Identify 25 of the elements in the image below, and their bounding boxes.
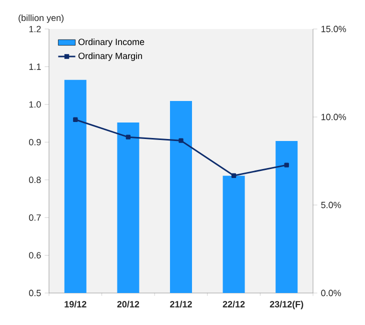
x-tick-label: 23/12(F) xyxy=(270,300,304,310)
y-tick-label: 0.5 xyxy=(29,290,41,296)
point xyxy=(73,117,78,122)
y2-tick-label: 0.0% xyxy=(321,290,341,296)
y2-tick-label: 15.0% xyxy=(321,26,346,32)
point xyxy=(284,162,289,168)
y-tick-label: 1.1 xyxy=(29,64,41,70)
y-tick-label: 1.2 xyxy=(29,26,41,32)
x-tick-label: 21/12 xyxy=(170,300,192,308)
x-tick-label: 19/12 xyxy=(64,300,86,308)
y-tick-label: 1.0 xyxy=(29,101,41,108)
point xyxy=(178,138,184,143)
y2-tick-label: 5.0% xyxy=(321,202,341,208)
y-tick-label: 0.7 xyxy=(29,214,41,221)
y2-tick-label: 10.0% xyxy=(321,114,346,120)
x-tick-label: 22/12 xyxy=(222,300,245,308)
y-tick-label: 0.6 xyxy=(29,252,41,258)
legend-label: Ordinary Income xyxy=(78,38,144,47)
point xyxy=(126,134,131,140)
point xyxy=(231,173,236,178)
y-tick-label: 0.8 xyxy=(29,176,41,184)
y-tick-label: 0.9 xyxy=(29,138,41,146)
x-tick-label: 20/12 xyxy=(117,300,140,308)
legend-label: Ordinary Margin xyxy=(78,52,142,61)
y-axis-title: (billion yen) xyxy=(18,14,64,23)
